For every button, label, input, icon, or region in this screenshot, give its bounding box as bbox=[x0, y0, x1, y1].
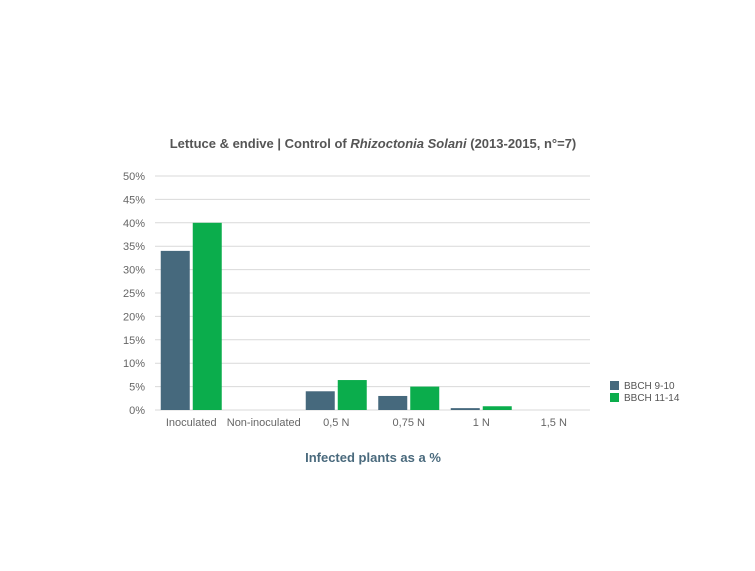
y-tick-label: 5% bbox=[129, 382, 145, 394]
y-tick-label: 35% bbox=[123, 241, 145, 253]
chart-title-prefix: Lettuce & endive | Control of bbox=[170, 136, 351, 151]
y-tick-label: 0% bbox=[129, 405, 145, 417]
gridlines bbox=[155, 175, 590, 411]
legend-label: BBCH 9-10 bbox=[624, 381, 675, 392]
bar-bbch-9-10-0 bbox=[160, 250, 190, 410]
bar-bbch-9-10-3 bbox=[378, 395, 408, 410]
x-axis-title: Infected plants as a % bbox=[305, 450, 441, 465]
bar-bbch-11-14-2 bbox=[337, 380, 367, 410]
x-category-label: 0,75 N bbox=[393, 417, 425, 429]
x-category-label: 0,5 N bbox=[323, 417, 349, 429]
y-axis-ticks: 0% 5% 10% 15% 20% 25% 30% 35% 40% 45% 50% bbox=[123, 171, 145, 417]
bars bbox=[160, 222, 512, 410]
bar-bbch-11-14-0 bbox=[192, 222, 222, 410]
x-axis-categories: Inoculated Non-inoculated 0,5 N 0,75 N 1 N 1,… bbox=[166, 417, 567, 429]
y-tick-label: 45% bbox=[123, 194, 145, 206]
x-category-label: Inoculated bbox=[166, 417, 217, 429]
legend-label: BBCH 11-14 bbox=[624, 393, 680, 404]
x-category-label: 1,5 N bbox=[541, 417, 567, 429]
y-tick-label: 20% bbox=[123, 311, 145, 323]
x-category-label: Non-inoculated bbox=[227, 417, 301, 429]
y-tick-label: 10% bbox=[123, 358, 145, 370]
bar-bbch-9-10-2 bbox=[305, 391, 335, 410]
y-tick-label: 50% bbox=[123, 171, 145, 183]
y-tick-label: 25% bbox=[123, 288, 145, 300]
chart-title-italic: Rhizoctonia Solani bbox=[350, 136, 467, 151]
bar-bbch-9-10-4 bbox=[450, 408, 480, 410]
y-tick-label: 15% bbox=[123, 335, 145, 347]
y-tick-label: 30% bbox=[123, 265, 145, 277]
legend-swatch bbox=[610, 381, 619, 390]
bar-bbch-11-14-3 bbox=[410, 386, 440, 410]
bar-bbch-11-14-4 bbox=[482, 406, 512, 410]
chart-title-suffix: (2013-2015, n°=7) bbox=[467, 136, 577, 151]
y-tick-label: 40% bbox=[123, 218, 145, 230]
x-category-label: 1 N bbox=[473, 417, 490, 429]
legend-swatch bbox=[610, 393, 619, 402]
chart-title: Lettuce & endive | Control of Rhizoctoni… bbox=[170, 136, 577, 151]
